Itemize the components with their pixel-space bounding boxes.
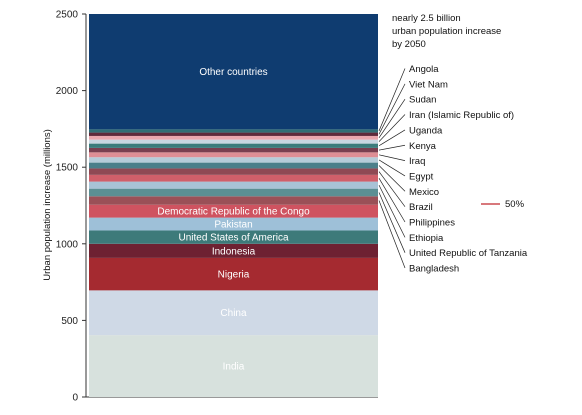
label-connector [378, 159, 406, 177]
bar-segment [89, 217, 378, 231]
label-connector [378, 144, 406, 151]
side-label: Sudan [409, 95, 436, 106]
side-labels: Angola Viet Nam Sudan Iran (Islamic Republi… [409, 64, 528, 275]
segment-label: United States of America [178, 233, 288, 244]
label-connector [378, 165, 406, 192]
side-label: Brazil [409, 202, 433, 213]
bar-segment [89, 132, 378, 136]
fifty-percent-marker: 50% [481, 199, 525, 210]
bar-segment [89, 147, 378, 153]
side-label: Viet Nam [409, 79, 448, 90]
bar-segment [89, 168, 378, 175]
label-connector [378, 99, 406, 138]
segment-labels: India China Nigeria Indonesia United States … [157, 67, 310, 372]
bar-segment [89, 243, 378, 258]
side-label: Uganda [409, 125, 443, 136]
y-tick-label: 2500 [56, 10, 79, 21]
side-label: Kenya [409, 141, 437, 152]
y-tick-label: 0 [72, 393, 78, 404]
label-connector [378, 129, 406, 147]
label-connector [378, 68, 406, 132]
label-connector [378, 154, 406, 161]
bar-segment [89, 157, 378, 163]
side-label: Egypt [409, 171, 434, 182]
label-connector [378, 192, 406, 253]
side-label: Mexico [409, 187, 439, 198]
bar-segment [89, 230, 378, 244]
bar-segment [89, 204, 378, 218]
bar-segment [89, 257, 378, 291]
bar-segment [89, 188, 378, 197]
y-tick-label: 2000 [56, 86, 79, 97]
side-label: Ethiopia [409, 233, 444, 244]
bar-segment [89, 152, 378, 158]
side-label: United Republic of Tanzania [409, 248, 528, 259]
segment-label: Indonesia [212, 246, 256, 257]
bar-segment [89, 196, 378, 205]
bar-segment [89, 162, 378, 169]
label-connector [378, 184, 406, 238]
segment-label: Other countries [199, 67, 267, 78]
bar-segment [89, 139, 378, 144]
label-connector [378, 83, 406, 135]
label-connector [378, 178, 406, 223]
segment-label: Democratic Republic of the Congo [157, 207, 310, 218]
y-axis-label: Urban population increase (millions) [42, 129, 53, 281]
bar-segment [89, 181, 378, 189]
label-connector [378, 200, 406, 269]
side-label: Bangladesh [409, 264, 459, 275]
side-label: Philippines [409, 218, 455, 229]
segment-label: China [220, 308, 247, 319]
annotation-line: by 2050 [392, 39, 426, 50]
segment-label: India [223, 362, 245, 373]
bar-segment [89, 335, 378, 397]
side-label: Angola [409, 64, 439, 75]
annotation-line: urban population increase [392, 26, 501, 37]
bar-segment [89, 129, 378, 133]
bar-segment [89, 14, 378, 130]
label-connector [378, 114, 406, 142]
segment-label: Nigeria [218, 270, 250, 281]
bar-segment [89, 290, 378, 336]
bar-segment [89, 174, 378, 182]
side-label: Iraq [409, 156, 425, 167]
segment-label: Pakistan [214, 220, 252, 231]
fifty-percent-label: 50% [505, 199, 525, 210]
side-label: Iran (Islamic Republic of) [409, 110, 514, 121]
y-tick-label: 1500 [56, 163, 79, 174]
bar-segments [89, 14, 378, 397]
label-connector [378, 171, 406, 207]
y-tick-label: 1000 [56, 239, 79, 250]
label-connectors [378, 68, 406, 269]
y-tick-label: 500 [61, 316, 78, 327]
annotation-line: nearly 2.5 billion [392, 13, 461, 24]
total-annotation: nearly 2.5 billion urban population incre… [392, 13, 501, 50]
bar-segment [89, 143, 378, 148]
bar-segment [89, 135, 378, 140]
